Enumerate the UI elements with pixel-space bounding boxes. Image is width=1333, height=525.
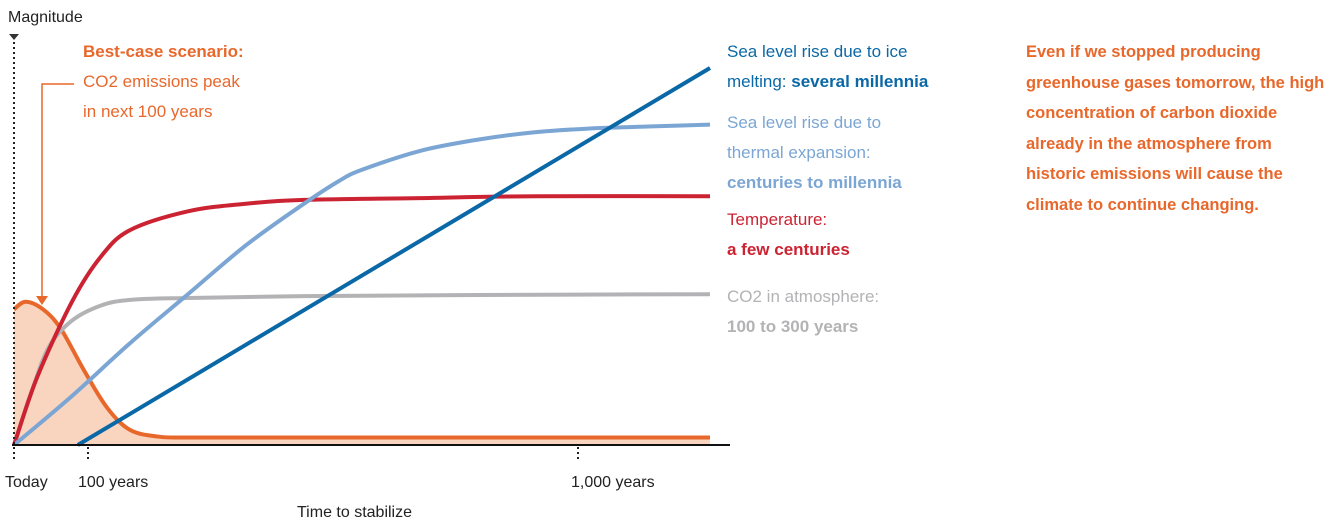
series-line-thermal_expansion (12, 122, 711, 447)
best-case-pointer (36, 83, 74, 305)
y-axis-label: Magnitude (8, 9, 83, 26)
best-case-line-2: in next 100 years (83, 102, 213, 121)
label-thermal-expansion: Sea level rise due to thermal expansion:… (727, 108, 902, 198)
thermal-line-2: thermal expansion: (727, 143, 871, 162)
thermal-bold: centuries to millennia (727, 173, 902, 192)
ice-melting-prefix: melting: (727, 72, 792, 91)
best-case-line-1: CO2 emissions peak (83, 72, 240, 91)
series-area-co2_emissions (14, 301, 710, 445)
thermal-line-1: Sea level rise due to (727, 113, 882, 132)
best-case-leader-line (41, 83, 74, 298)
temperature-bold: a few centuries (727, 240, 850, 259)
series-line-temperature (12, 194, 711, 446)
best-case-title: Best-case scenario: (83, 42, 244, 61)
series-lines-layer (12, 66, 712, 447)
axis-layer: Magnitude Today 100 years 1,000 years Ti… (5, 9, 730, 521)
label-ice-melting: Sea level rise due to ice melting: sever… (727, 37, 928, 97)
co2-atmosphere-bold: 100 to 300 years (727, 317, 859, 336)
temperature-line-1: Temperature: (727, 210, 828, 229)
label-best-case: Best-case scenario: CO2 emissions peak i… (83, 37, 244, 127)
annotation-note: Even if we stopped producing greenhouse … (1026, 43, 1325, 214)
ice-melting-bold: several millennia (791, 72, 929, 91)
emissions-area-layer (14, 301, 710, 445)
y-axis-arrow-icon (9, 34, 19, 40)
x-axis-label: Time to stabilize (297, 504, 412, 521)
ice-melting-line-1: Sea level rise due to ice (727, 42, 908, 61)
tick-label-1000-years: 1,000 years (571, 474, 655, 491)
label-co2-atmosphere: CO2 in atmosphere: 100 to 300 years (727, 282, 879, 342)
series-line-co2_emissions (12, 299, 710, 440)
tick-label-today: Today (5, 474, 48, 491)
series-line-ice_melting (76, 66, 712, 447)
tick-label-100-years: 100 years (78, 474, 148, 491)
label-temperature: Temperature: a few centuries (727, 205, 850, 265)
co2-atmosphere-line-1: CO2 in atmosphere: (727, 287, 880, 306)
best-case-arrowhead-icon (36, 296, 48, 305)
